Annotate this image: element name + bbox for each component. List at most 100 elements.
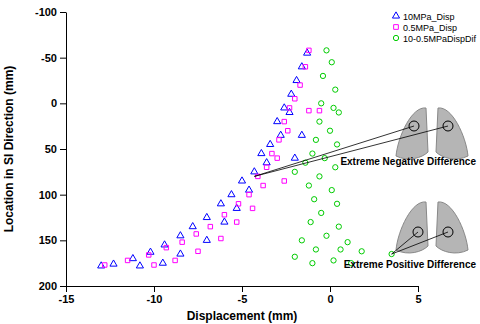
point <box>310 261 315 266</box>
point <box>277 131 284 137</box>
point <box>293 76 300 82</box>
point <box>293 97 297 101</box>
tick-mark <box>60 103 66 104</box>
legend-label: 0.5MPa_Disp <box>403 23 457 33</box>
point <box>286 128 290 132</box>
point <box>228 191 235 197</box>
point <box>222 213 226 217</box>
tick-mark <box>330 286 331 292</box>
tick: 50 <box>45 143 66 155</box>
point <box>317 174 322 179</box>
pointer-line <box>392 232 448 254</box>
point <box>251 168 258 174</box>
point <box>282 179 286 183</box>
point <box>287 106 291 110</box>
point <box>307 108 311 112</box>
point <box>359 249 364 254</box>
chart: -15-10-505-100-50050100150200Displacemen… <box>0 0 480 324</box>
pointer-line <box>254 126 414 176</box>
point <box>217 200 224 206</box>
x-axis: -15-10-505 <box>59 286 422 305</box>
point <box>336 110 341 115</box>
tick-mark <box>60 12 66 13</box>
point <box>304 49 311 55</box>
point <box>282 119 286 123</box>
point <box>292 169 297 174</box>
tick-mark <box>60 149 66 150</box>
point <box>102 263 106 267</box>
tick: -5 <box>238 286 248 305</box>
point <box>194 232 198 236</box>
lung-icon <box>396 202 428 253</box>
tick-label: 0 <box>327 293 333 305</box>
point <box>238 177 245 183</box>
annotation: Extreme Positive Difference <box>344 202 477 270</box>
point <box>136 262 143 268</box>
point <box>159 259 166 265</box>
annotation-label: Extreme Positive Difference <box>344 259 477 270</box>
tick-mark <box>154 286 155 292</box>
y-axis-title: Location in SI Direction (mm) <box>2 66 16 233</box>
legend-label: 10-0.5MPaDispDif <box>403 34 477 44</box>
legend-symbol <box>394 25 399 30</box>
point <box>234 220 238 224</box>
point <box>258 149 265 155</box>
point <box>189 223 196 229</box>
point <box>288 90 295 96</box>
point <box>331 258 336 263</box>
tick-label: 100 <box>39 189 57 201</box>
point <box>125 258 129 262</box>
point <box>329 187 334 192</box>
point <box>317 119 322 124</box>
tick: -15 <box>59 286 75 305</box>
point <box>274 117 281 123</box>
point <box>313 247 318 252</box>
tick-label: 50 <box>45 143 57 155</box>
tick: 0 <box>51 97 66 109</box>
point <box>173 258 177 262</box>
legend-item: 0.5MPa_Disp <box>394 23 457 33</box>
point <box>110 260 117 266</box>
tick-label: -100 <box>35 6 57 18</box>
point <box>129 254 136 260</box>
legend-item: 10-0.5MPaDispDif <box>393 34 476 44</box>
legend-symbol <box>393 35 398 40</box>
point <box>270 151 274 155</box>
point <box>164 245 168 249</box>
point <box>324 48 329 53</box>
point <box>146 253 150 257</box>
point <box>208 224 212 228</box>
point <box>196 249 200 253</box>
point <box>275 156 279 160</box>
point <box>281 104 288 110</box>
tick-mark <box>60 58 66 59</box>
pointer-line <box>392 232 418 254</box>
legend-item: 10MPa_Disp <box>392 12 454 22</box>
tick-label: -10 <box>147 293 163 305</box>
point <box>245 186 252 192</box>
tick: 0 <box>327 286 333 305</box>
point <box>331 105 336 110</box>
x-axis-title: Displacement (mm) <box>187 309 298 323</box>
point <box>152 263 156 267</box>
point <box>306 183 311 188</box>
point <box>324 233 329 238</box>
point <box>177 250 184 256</box>
point <box>292 254 297 259</box>
point <box>221 218 228 224</box>
annotation: Extreme Negative Difference <box>254 108 476 176</box>
tick: 150 <box>39 234 66 246</box>
tick: 100 <box>39 189 66 201</box>
tick-mark <box>60 195 66 196</box>
point <box>313 137 318 142</box>
point <box>180 240 184 244</box>
annotation-label: Extreme Negative Difference <box>340 156 476 167</box>
point <box>219 236 223 240</box>
point <box>261 183 265 187</box>
tick: -10 <box>147 286 163 305</box>
point <box>298 131 305 137</box>
point <box>310 151 315 156</box>
point <box>329 60 334 65</box>
point <box>299 238 304 243</box>
point <box>317 108 321 112</box>
